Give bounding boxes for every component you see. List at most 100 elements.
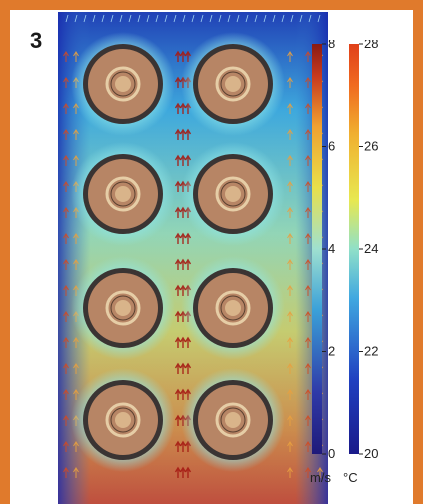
flow-arrow [272,14,276,23]
velTicks-tick-1: 2 [328,344,335,359]
flow-arrow [63,441,69,452]
flow-arrow [174,206,182,218]
flow-arrow [287,77,293,88]
flow-arrow [119,14,123,23]
flow-arrow [305,363,311,374]
flow-arrow [179,336,187,348]
flow-arrow [179,466,187,478]
flow-arrow [287,51,293,62]
flow-arrow [184,258,192,270]
tempTicks-tick-0: 20 [364,446,378,461]
flow-arrow [73,337,79,348]
flow-arrow [209,14,213,23]
flow-arrow [184,336,192,348]
flow-arrow [287,441,293,452]
flow-arrow [305,311,311,322]
flow-arrow [63,129,69,140]
flow-arrow [73,51,79,62]
velTicks-tick-4: 8 [328,40,335,51]
flow-arrow [287,259,293,270]
flow-arrow [287,207,293,218]
flow-arrow [63,51,69,62]
flow-arrow [63,103,69,114]
flow-arrow [287,467,293,478]
flow-arrow [179,102,187,114]
flow-arrow [174,50,182,62]
cable-1-1 [71,32,175,136]
cable-grid [71,32,285,472]
flow-arrow [179,258,187,270]
flow-arrow [174,414,182,426]
flow-arrow [164,14,168,23]
flow-arrow [287,363,293,374]
flow-arrow [287,337,293,348]
flow-arrow [174,180,182,192]
flow-arrow [305,51,311,62]
flow-arrow [254,14,258,23]
flow-arrow [305,337,311,348]
flow-arrow [63,467,69,478]
flow-arrow [63,181,69,192]
flow-arrow [179,440,187,452]
flow-arrow [174,154,182,166]
velTicks-tick-2: 4 [328,241,335,256]
flow-arrow [174,362,182,374]
flow-arrow [305,103,311,114]
flow-arrow [245,14,249,23]
temperature-colorbar: 20 22 24 26 28 [349,40,378,461]
tempTicks-tick-2: 24 [364,241,378,256]
tempTicks-tick-3: 26 [364,139,378,154]
flow-arrow [179,232,187,244]
cable-3-2 [181,256,285,360]
flow-arrow [184,232,192,244]
flow-arrow [184,128,192,140]
flow-arrow [305,181,311,192]
flow-arrow [200,14,204,23]
flow-arrow [174,388,182,400]
flow-arrow [305,129,311,140]
flow-arrow [155,14,159,23]
flow-arrow [63,363,69,374]
flow-arrow [128,14,132,23]
velTicks-tick-0: 0 [328,446,335,461]
flow-arrow [305,415,311,426]
flow-arrow [305,155,311,166]
panel-number-label: 3 [30,28,43,53]
flow-arrow [317,14,321,23]
flow-arrow [174,310,182,322]
flow-arrow [174,232,182,244]
flow-arrow [184,154,192,166]
flow-arrow [182,14,186,23]
flow-arrow [173,14,177,23]
flow-arrow [305,77,311,88]
flow-arrow [137,14,141,23]
flow-arrow [290,14,294,23]
flow-arrow [179,128,187,140]
velocity-unit-label: m/s [310,470,331,485]
flow-arrow [63,337,69,348]
velocity-colorbar: 0 2 4 6 8 [312,40,335,461]
flow-arrow [65,14,69,23]
cable-3-1 [71,256,175,360]
flow-arrow [287,285,293,296]
flow-arrow [63,207,69,218]
flow-arrow [63,155,69,166]
flow-arrow [174,466,182,478]
flow-arrow [73,155,79,166]
tempTicks-tick-4: 28 [364,40,378,51]
flow-arrow [73,129,79,140]
flow-arrow [92,14,96,23]
flow-arrow [287,233,293,244]
flow-arrow [281,14,285,23]
flow-arrow [63,285,69,296]
flow-arrow [287,415,293,426]
flow-arrow [101,14,105,23]
tempTicks-tick-1: 22 [364,344,378,359]
flow-arrow [287,181,293,192]
cable-4-1 [71,368,175,472]
flow-arrow [184,362,192,374]
flow-arrow [83,14,87,23]
flow-arrow [305,285,311,296]
flow-arrow [73,259,79,270]
flow-arrow [236,14,240,23]
